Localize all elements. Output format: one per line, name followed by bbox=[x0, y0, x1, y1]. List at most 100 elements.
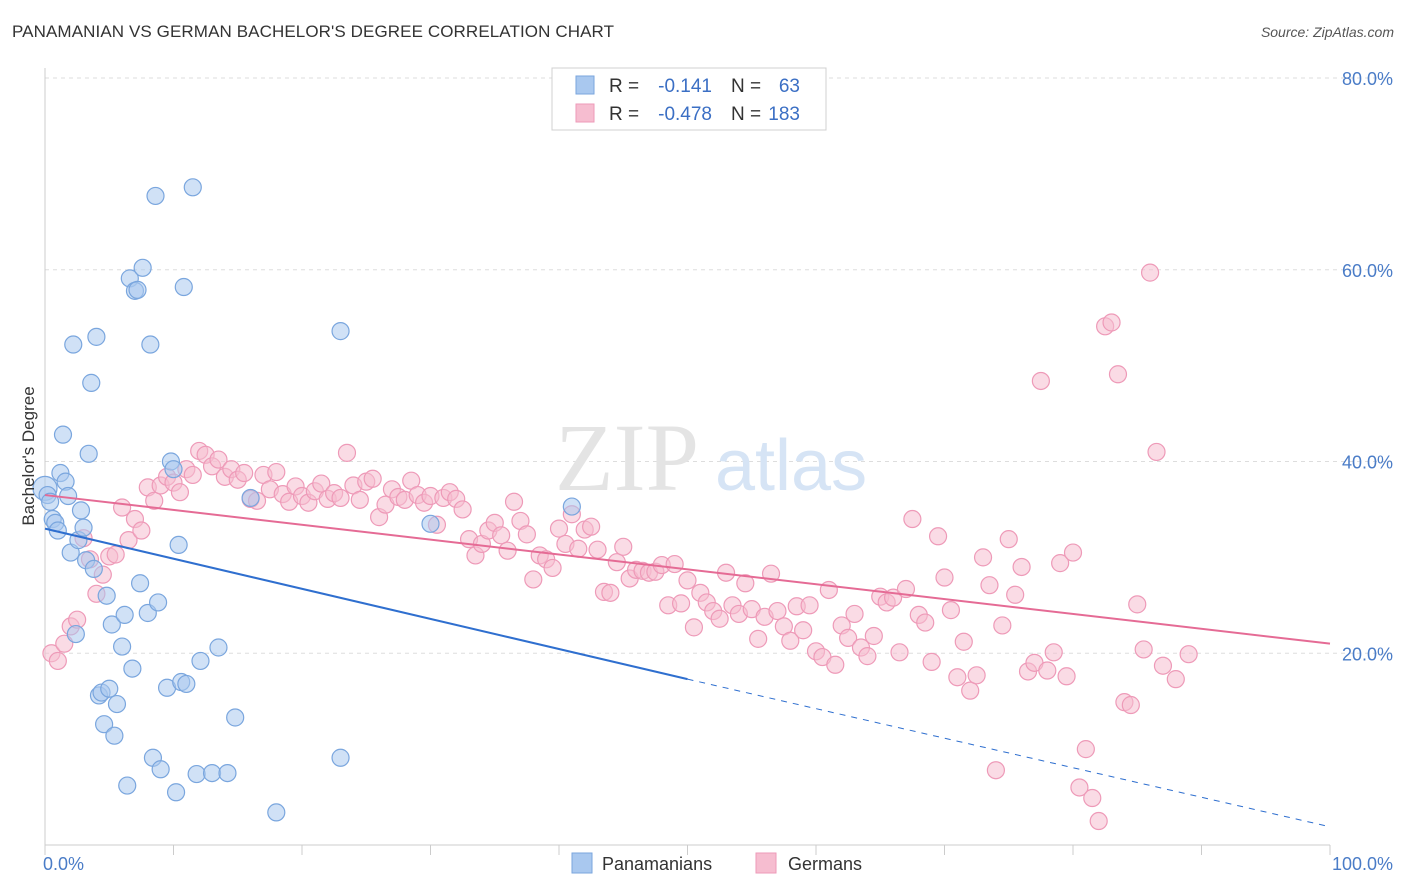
germans-point bbox=[312, 474, 331, 493]
panamanians-point bbox=[331, 322, 350, 341]
chart-source: Source: ZipAtlas.com bbox=[1260, 24, 1394, 40]
germans-point bbox=[1134, 640, 1153, 659]
panamanians-point bbox=[84, 559, 103, 578]
germans-point bbox=[1031, 371, 1050, 391]
panamanians-points bbox=[32, 178, 581, 822]
y-tick-label: 80.0% bbox=[1342, 69, 1393, 89]
germans-point bbox=[601, 583, 620, 602]
panamanians-point bbox=[66, 624, 85, 644]
germans-point bbox=[749, 629, 768, 648]
panamanians-point bbox=[202, 763, 222, 783]
germans-point bbox=[517, 525, 536, 544]
y-tick-label: 20.0% bbox=[1342, 644, 1393, 664]
panamanians-point bbox=[183, 178, 202, 197]
germans-point bbox=[684, 618, 704, 637]
legend-r-value-1: -0.141 bbox=[658, 76, 712, 97]
germans-point bbox=[980, 576, 999, 595]
legend-r-value-2: -0.478 bbox=[658, 104, 712, 125]
germans-point bbox=[549, 519, 569, 538]
germans-point bbox=[363, 469, 382, 488]
germans-point bbox=[890, 643, 909, 662]
germans-point bbox=[106, 545, 125, 564]
panamanians-point bbox=[177, 674, 196, 694]
germans-point bbox=[954, 632, 973, 651]
germans-point bbox=[839, 628, 858, 648]
panamanians-point bbox=[174, 277, 193, 297]
panamanians-point bbox=[79, 444, 98, 463]
panamanians-point bbox=[115, 605, 134, 625]
panamanians-point bbox=[209, 638, 228, 657]
panamanians-point bbox=[53, 425, 73, 444]
germans-point bbox=[1083, 788, 1102, 808]
germans-point bbox=[1089, 811, 1108, 831]
germans-point bbox=[614, 537, 633, 556]
trendlines bbox=[44, 494, 1331, 828]
germans-point bbox=[1006, 585, 1025, 604]
panamanians-point bbox=[95, 715, 114, 734]
germans-points bbox=[42, 263, 1198, 831]
germans-point bbox=[678, 571, 697, 590]
panamanians-point bbox=[128, 280, 147, 299]
panamanians-point bbox=[123, 659, 142, 678]
panamanians-point bbox=[148, 593, 168, 612]
watermark-atlas: atlas bbox=[715, 426, 867, 506]
germans-point bbox=[337, 443, 357, 462]
panamanians-point bbox=[421, 514, 440, 533]
germans-point bbox=[961, 681, 980, 700]
germans-point bbox=[1070, 778, 1089, 797]
germans-point bbox=[267, 462, 286, 482]
legend-n-label-1: N = bbox=[731, 76, 761, 97]
germans-point bbox=[492, 526, 511, 545]
germans-point bbox=[170, 483, 190, 502]
legend-r-label-2: R = bbox=[609, 104, 639, 125]
germans-point bbox=[1102, 313, 1121, 332]
panamanians-point bbox=[141, 335, 160, 354]
germans-point bbox=[999, 530, 1018, 549]
germans-point bbox=[710, 609, 729, 628]
germans-point bbox=[1128, 595, 1147, 614]
panamanians-point bbox=[130, 574, 150, 593]
panamanians-trendline bbox=[44, 527, 688, 681]
germans-point bbox=[48, 651, 67, 671]
panamanians-point bbox=[169, 535, 188, 555]
germans-point bbox=[1057, 667, 1076, 686]
panamanians-point bbox=[241, 488, 260, 508]
panamanians-point bbox=[71, 501, 91, 520]
germans-point bbox=[845, 604, 864, 624]
germans-point bbox=[1063, 543, 1083, 562]
germans-point bbox=[800, 596, 819, 615]
germans-point bbox=[209, 450, 228, 469]
germans-point bbox=[1166, 670, 1185, 689]
germans-point bbox=[543, 558, 562, 578]
germans-point bbox=[582, 517, 601, 536]
germans-point bbox=[588, 540, 607, 559]
germans-point bbox=[935, 568, 954, 587]
bottom-legend-swatch-blue bbox=[571, 852, 593, 874]
y-tick-label: 40.0% bbox=[1342, 453, 1393, 473]
panamanians-point bbox=[133, 258, 152, 277]
panamanians-point bbox=[164, 460, 183, 479]
germans-point bbox=[350, 490, 369, 509]
germans-point bbox=[524, 570, 543, 589]
germans-point bbox=[331, 488, 350, 508]
germans-point bbox=[1147, 442, 1166, 462]
panamanians-point bbox=[191, 651, 210, 671]
germans-trendline bbox=[44, 494, 1331, 645]
panamanians-point bbox=[218, 763, 237, 783]
germans-point bbox=[858, 647, 877, 666]
bottom-legend: Panamanians Germans bbox=[571, 852, 862, 874]
panamanians-point bbox=[118, 776, 137, 795]
axes bbox=[44, 68, 1331, 855]
germans-point bbox=[504, 492, 524, 511]
germans-point bbox=[1051, 554, 1070, 573]
panamanians-point bbox=[166, 783, 186, 802]
germans-point bbox=[903, 509, 922, 529]
germans-point bbox=[781, 631, 800, 650]
panamanians-point bbox=[267, 803, 286, 822]
panamanians-point bbox=[97, 586, 116, 605]
panamanians-point bbox=[64, 335, 83, 354]
panamanians-point bbox=[87, 327, 106, 346]
germans-point bbox=[1038, 661, 1057, 680]
germans-point bbox=[948, 668, 967, 687]
